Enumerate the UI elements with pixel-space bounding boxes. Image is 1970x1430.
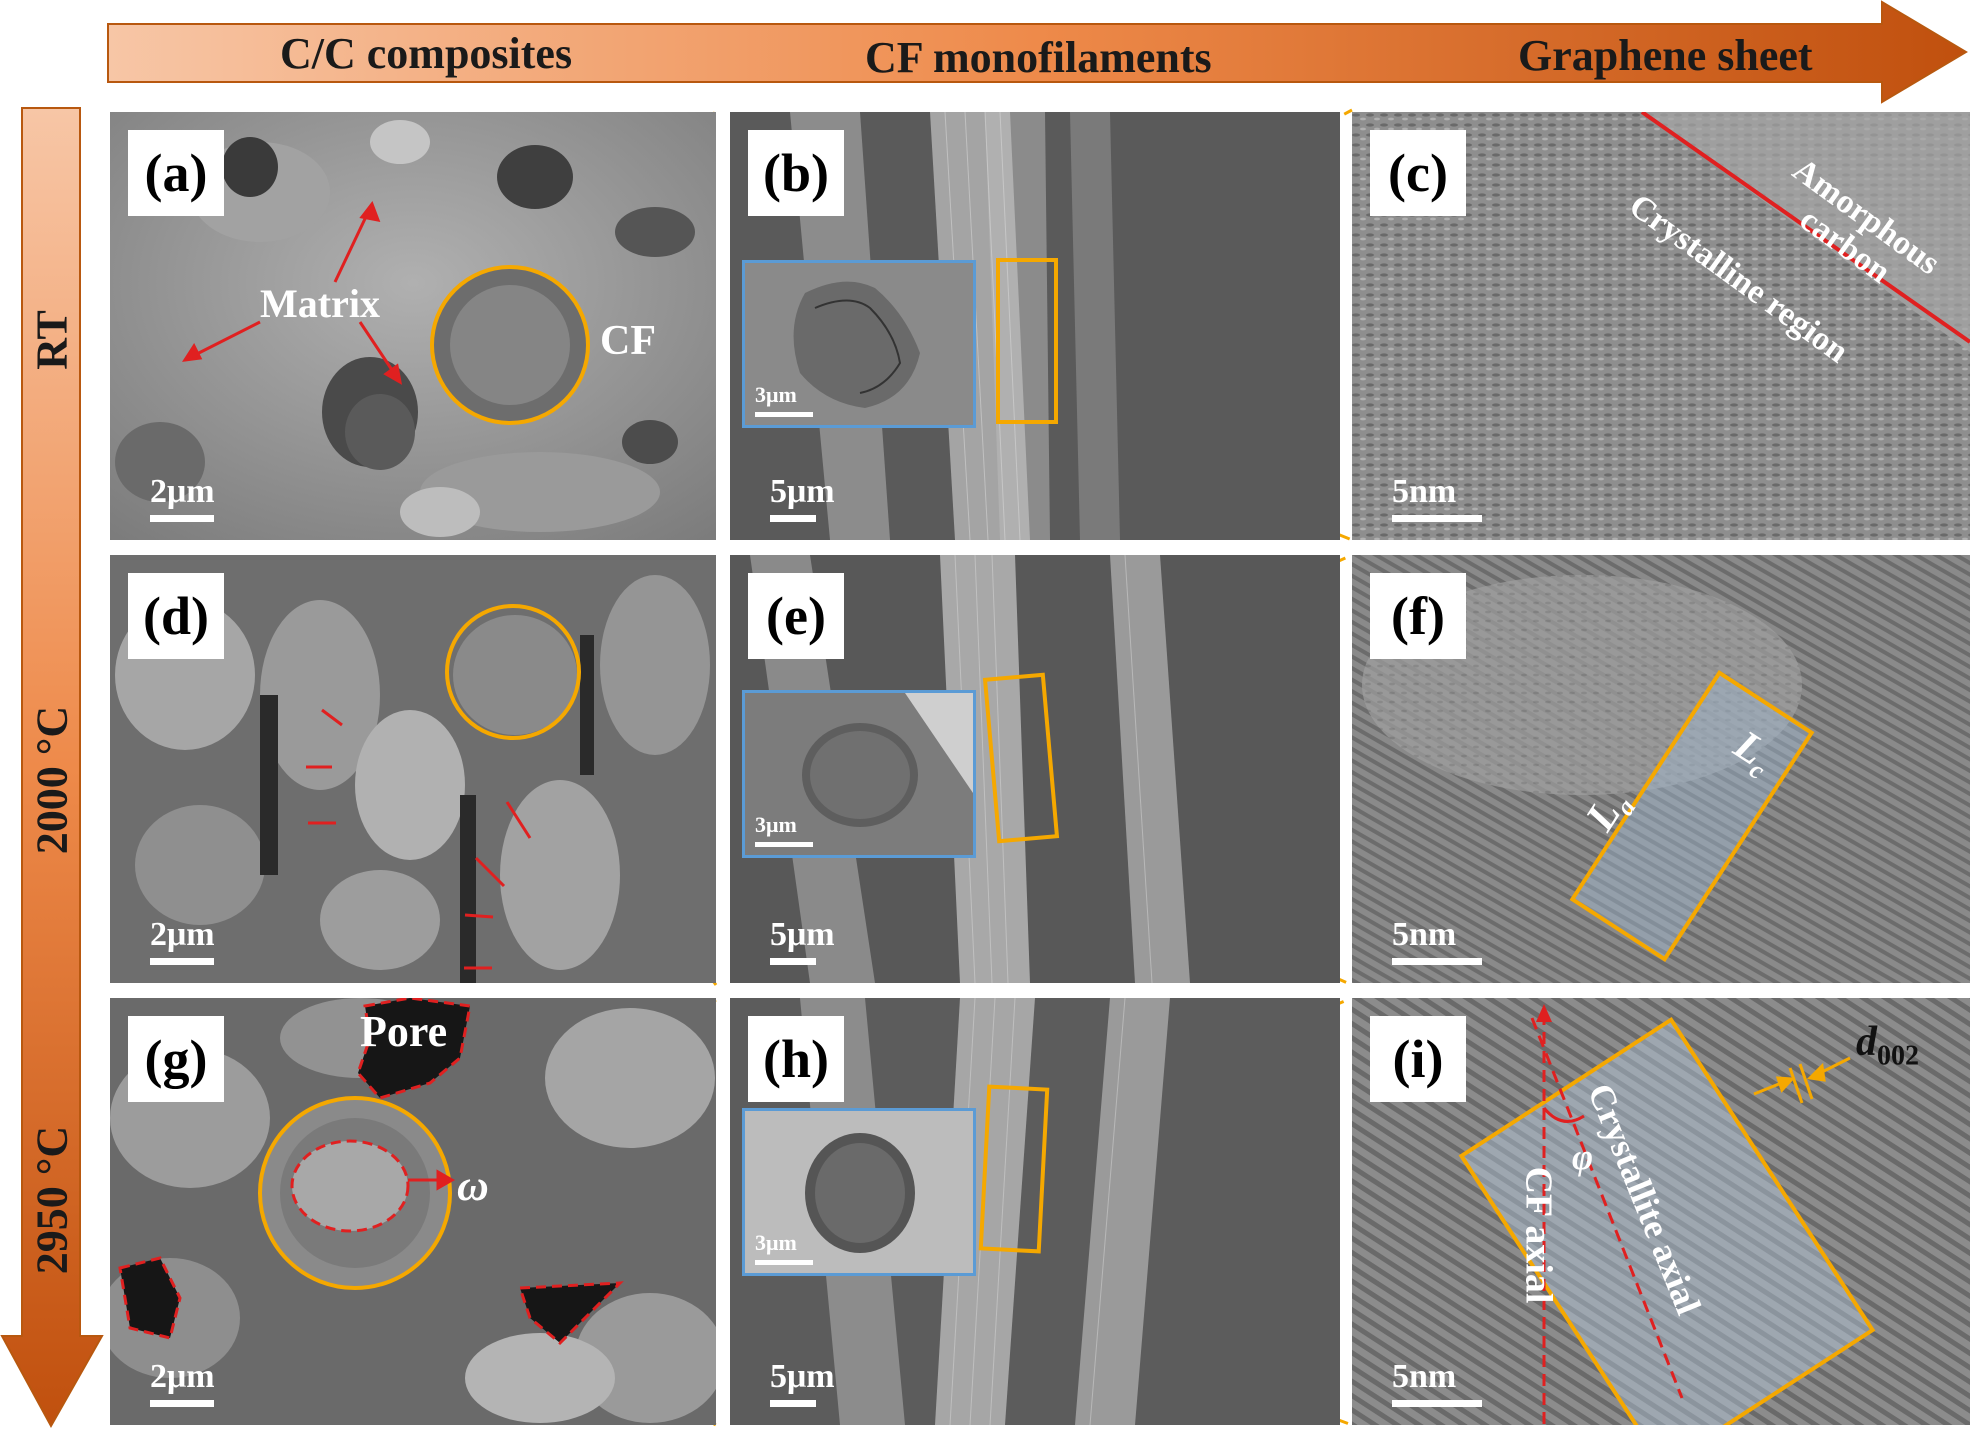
scale-text-e: 5μm	[770, 916, 835, 953]
panel-f-hrtem-2000: (f) La Lc 5nm	[1352, 555, 1970, 983]
panel-d-sem-cc-2000: (d) 2μm	[110, 555, 716, 983]
scale-text-d: 2μm	[150, 916, 215, 953]
scale-text-f: 5nm	[1392, 916, 1457, 953]
omega-label: ω	[457, 1161, 489, 1210]
scale-bar-c: 5nm	[1392, 473, 1482, 522]
inset-scale-text-e: 3μm	[755, 812, 797, 837]
inset-scale-text-h: 3μm	[755, 1230, 797, 1255]
scale-text-a: 2μm	[150, 473, 215, 510]
inset-cross-section-e: 3μm	[742, 690, 976, 858]
column-header-cc-composites: C/C composites	[280, 29, 573, 78]
panel-e-label: (e)	[748, 573, 844, 659]
column-header-cf-monofilaments: CF monofilaments	[865, 33, 1212, 82]
d-subscript: 002	[1877, 1040, 1919, 1072]
column-header-graphene-sheet: Graphene sheet	[1518, 31, 1813, 80]
panel-h-label: (h)	[748, 1016, 844, 1102]
d-letter: d	[1856, 1019, 1877, 1065]
scale-bar-b: 5μm	[770, 473, 835, 522]
panel-e-sem-cf-2000: (e) 3μm 5μm	[730, 555, 1340, 983]
panel-g-label: (g)	[128, 1016, 224, 1102]
inset-scale-text-b: 3μm	[755, 382, 797, 407]
scale-bar-f: 5nm	[1392, 916, 1482, 965]
scale-bar-i: 5nm	[1392, 1358, 1482, 1407]
scale-text-h: 5μm	[770, 1358, 835, 1395]
panel-f-label: (f)	[1370, 573, 1466, 659]
panel-c-hrtem-rt: (c) Amorphous carbon Crystalline region …	[1352, 112, 1970, 540]
scale-text-g: 2μm	[150, 1358, 215, 1395]
panel-c-label: (c)	[1370, 130, 1466, 216]
scale-bar-d: 2μm	[150, 916, 215, 965]
panel-h-sem-cf-2950: (h) 3μm 5μm	[730, 998, 1340, 1425]
d002-label: d002	[1856, 1018, 1919, 1072]
scale-bar-e: 5μm	[770, 916, 835, 965]
inset-cross-section-b: 3μm	[742, 260, 976, 428]
sem-image-g	[110, 998, 716, 1425]
inset-image-b	[745, 263, 973, 425]
panel-a-sem-cc-rt: (a) Matrix CF 2μm	[110, 112, 716, 540]
panel-d-label: (d)	[128, 573, 224, 659]
cf-axial-label: CF axial	[1517, 1166, 1560, 1304]
inset-scale-bar-e: 3μm	[755, 812, 813, 847]
panel-g-sem-cc-2950: (g) Pore ω 2μm	[110, 998, 716, 1425]
scale-text-b: 5μm	[770, 473, 835, 510]
inset-image-e	[745, 693, 973, 855]
scale-progression-arrow	[107, 0, 1968, 104]
phi-label: φ	[1572, 1137, 1594, 1177]
temperature-arrow	[0, 107, 104, 1429]
scale-bar-h: 5μm	[770, 1358, 835, 1407]
inset-scale-bar-b: 3μm	[755, 382, 813, 417]
scale-bar-a: 2μm	[150, 473, 215, 522]
inset-image-h	[745, 1111, 973, 1273]
panel-b-label: (b)	[748, 130, 844, 216]
panel-i-hrtem-2950: (i) d002 CF axial Crystallite axial φ 5n…	[1352, 998, 1970, 1425]
scale-bar-g: 2μm	[150, 1358, 215, 1407]
scale-text-c: 5nm	[1392, 473, 1457, 510]
inset-cross-section-h: 3μm	[742, 1108, 976, 1276]
matrix-label: Matrix	[260, 281, 380, 326]
panel-i-label: (i)	[1370, 1016, 1466, 1102]
scale-text-i: 5nm	[1392, 1358, 1457, 1395]
panel-b-sem-cf-rt: (b) 3μm 5μm	[730, 112, 1340, 540]
pore-label: Pore	[360, 1007, 448, 1056]
panel-a-label: (a)	[128, 130, 224, 216]
cf-label: CF	[600, 318, 656, 364]
inset-scale-bar-h: 3μm	[755, 1230, 813, 1265]
